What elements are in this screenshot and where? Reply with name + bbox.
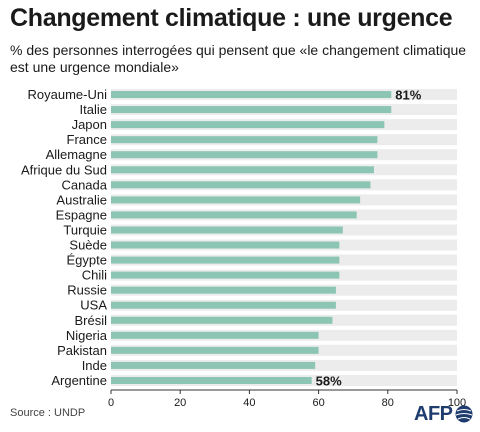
category-label: USA [80,298,107,313]
tick-label: 20 [174,397,186,409]
category-label: Russie [67,283,107,298]
category-label: Nigeria [66,328,108,343]
bar [111,361,316,369]
category-label: Australie [56,192,107,207]
category-label: Argentine [51,373,107,388]
category-label: Égypte [67,253,107,268]
category-label: Canada [61,177,107,192]
value-labels: 81% 58% [316,88,422,389]
tick-label: 80 [382,397,394,409]
category-label: France [67,132,107,147]
bar [111,181,371,189]
tick-label: 40 [243,397,255,409]
tick-label: 0 [108,397,114,409]
bar [111,271,340,279]
bars [111,91,392,384]
bar [111,316,333,324]
bar [111,166,374,174]
category-label: Italie [80,102,107,117]
chart-title: Changement climatique : une urgence [10,4,453,32]
bar [111,121,385,129]
bar [111,226,343,234]
row-bands [111,89,457,386]
globe-icon [455,405,472,423]
bar [111,136,378,144]
category-label: Afrique du Sud [21,162,107,177]
chart-subtitle: % des personnes interrogées qui pensent … [10,42,467,75]
category-label: Inde [82,358,107,373]
bar [111,331,319,339]
source-note: Source : UNDP [10,407,86,419]
category-label: Allemagne [46,147,107,162]
bar [111,241,340,249]
x-axis: 0 20 40 60 80 100 [108,389,466,409]
bar [111,211,357,219]
bar [111,286,336,294]
category-label: Espagne [56,207,107,222]
bar [111,91,392,99]
bar [111,346,319,354]
bar [111,151,378,159]
tick-label: 60 [312,397,324,409]
value-label: 81% [395,88,421,103]
bar [111,301,336,309]
category-label: Japon [72,117,107,132]
category-label: Chili [82,268,107,283]
category-label: Royaume-Uni [28,87,108,102]
category-label: Suède [69,238,107,253]
category-label: Pakistan [57,343,107,358]
afp-logo: AFP [414,400,473,428]
category-label: Brésil [74,313,107,328]
category-label: Turquie [63,222,107,237]
category-labels: Royaume-UniItalieJaponFranceAllemagneAfr… [21,87,108,388]
bar [111,106,392,114]
bar [111,376,312,384]
value-label: 58% [316,373,342,388]
bar [111,256,340,264]
bar [111,196,361,204]
logo-text: AFP [414,402,453,425]
